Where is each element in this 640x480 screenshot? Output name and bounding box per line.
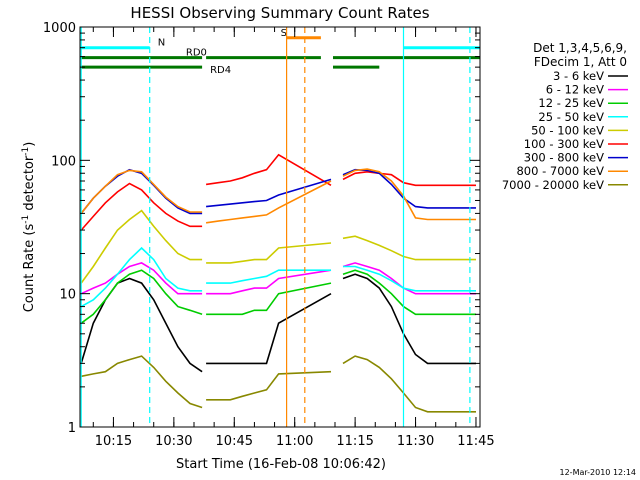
- flag-label-s: S: [281, 28, 287, 39]
- y-axis-label-mid: detector: [22, 155, 37, 215]
- chart-title: HESSI Observing Summary Count Rates: [130, 4, 429, 22]
- y-axis-label-sup2: -1: [21, 147, 31, 156]
- legend-label-9: 7000 - 20000 keV: [502, 178, 604, 192]
- x-tick-label-1130: 11:30: [397, 434, 434, 449]
- series-line-3-segment-1: [206, 282, 332, 316]
- series-line-7-segment-1: [206, 178, 332, 208]
- legend-label-6: 100 - 300 keV: [524, 137, 604, 151]
- series-line-2-segment-1: [206, 269, 332, 295]
- series-line-3-segment-2: [342, 269, 476, 316]
- flag-label-rd4: RD4: [210, 65, 231, 76]
- series-line-8-segment-1: [205, 180, 332, 224]
- series-line-5-segment-0: [80, 209, 203, 284]
- y-tick-label-1000: 1000: [43, 21, 76, 36]
- y-tick-label-100: 100: [51, 154, 76, 169]
- x-tick-label-1145: 11:45: [457, 434, 494, 449]
- x-axis-label: Start Time (16-Feb-08 10:06:42): [176, 457, 386, 472]
- y-axis-label-main: Count Rate (s: [22, 224, 37, 313]
- x-tick-label-1115: 11:15: [336, 434, 373, 449]
- legend-label-8: 800 - 7000 keV: [516, 164, 604, 178]
- y-axis-label-sup1: -1: [21, 215, 31, 224]
- footer-timestamp: 12-Mar-2010 12:14: [560, 468, 637, 477]
- series-line-6-segment-2: [342, 170, 476, 187]
- series-line-7-segment-2: [342, 168, 476, 209]
- series-line-4-segment-0: [80, 246, 203, 308]
- legend-label-3: 12 - 25 keV: [538, 96, 604, 110]
- y-tick-label-10: 10: [59, 288, 76, 303]
- series-line-1-segment-0: [80, 277, 203, 373]
- series-line-8-segment-2: [342, 168, 476, 221]
- series-line-2-segment-0: [80, 262, 203, 295]
- y-axis-label-end: ): [22, 142, 37, 147]
- x-axis: 10:15 10:30 10:45 11:00 11:15 11:30 11:45: [92, 27, 495, 449]
- series-line-1-segment-2: [342, 273, 476, 365]
- legend-label-4: 25 - 50 keV: [538, 110, 604, 124]
- series-line-3-segment-0: [80, 269, 203, 324]
- series-line-5-segment-2: [342, 235, 476, 261]
- series-line-6-segment-0: [80, 182, 203, 231]
- legend-label-7: 300 - 800 keV: [524, 151, 604, 165]
- series-line-6-segment-1: [205, 153, 332, 186]
- legend-label-5: 50 - 100 keV: [531, 123, 604, 137]
- y-axis: 1 10 100 1000: [43, 21, 480, 436]
- x-tick-label-1100: 11:00: [276, 434, 313, 449]
- x-tick-label-1030: 10:30: [155, 434, 192, 449]
- series-line-5-segment-1: [206, 242, 332, 264]
- x-tick-label-1015: 10:15: [95, 434, 132, 449]
- series-line-4-segment-2: [343, 265, 476, 292]
- series-line-9-segment-2: [342, 355, 476, 413]
- legend-label-1: 3 - 6 keV: [553, 69, 604, 83]
- y-tick-label-1: 1: [68, 421, 76, 436]
- series-line-9-segment-0: [81, 355, 203, 409]
- plot-frame: [79, 26, 481, 428]
- plot-series-group: [80, 153, 476, 413]
- legend-header-line-2: FDecim 1, Att 0: [534, 55, 627, 69]
- flag-label-rd0: RD0: [186, 48, 207, 59]
- markers-group: [80, 27, 471, 427]
- series-line-9-segment-1: [206, 370, 332, 401]
- series-line-2-segment-2: [342, 262, 476, 295]
- legend-header-line-1: Det 1,3,4,5,6,9,: [533, 41, 627, 55]
- y-axis-label: Count Rate (s-1 detector-1): [21, 142, 37, 313]
- legend: Det 1,3,4,5,6,9, FDecim 1, Att 0 3 - 6 k…: [502, 41, 628, 192]
- series-line-4-segment-1: [206, 269, 331, 284]
- x-tick-label-1045: 10:45: [216, 434, 253, 449]
- series-line-1-segment-1: [206, 293, 332, 365]
- series-line-8-segment-0: [80, 169, 203, 214]
- legend-label-2: 6 - 12 keV: [546, 83, 604, 97]
- flag-label-n: N: [158, 38, 165, 49]
